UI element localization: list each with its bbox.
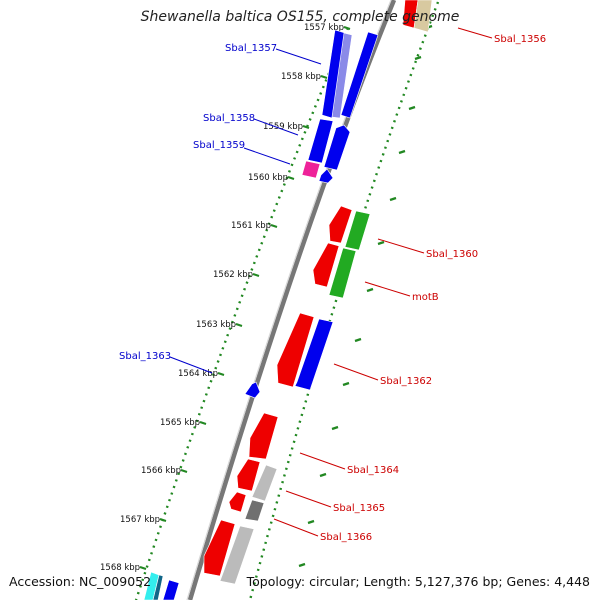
- outer-tick-10: [319, 472, 327, 478]
- leader-line-sbal_1366: [273, 518, 319, 537]
- gene-label-sbal_1365: Sbal_1365: [333, 503, 385, 514]
- gene-sbal-1365-red: [228, 491, 247, 513]
- inner-tick-4: [270, 224, 278, 228]
- gene-sbal-1358: [307, 118, 334, 164]
- gene-label-sbal_1358: Sbal_1358: [203, 113, 255, 124]
- inner-tick-2: [302, 125, 310, 129]
- gene-label-sbal_1366: Sbal_1366: [320, 532, 372, 543]
- scale-tick-label-7: 1563 kbp: [196, 320, 236, 330]
- scale-tick-label-3: 1559 kbp: [263, 122, 303, 132]
- gene-sbal-1366-a: [203, 519, 236, 577]
- map-title: Shewanella baltica OS155, complete genom…: [140, 9, 460, 25]
- gene-motB-a: [344, 210, 371, 251]
- gene-sbal-1357-b: [331, 32, 353, 119]
- gene-sbal-1357-a: [321, 29, 346, 119]
- inner-tick-0: [343, 26, 351, 30]
- leader-line-sbal_1357: [275, 48, 322, 65]
- scale-tick-label-1: 1557 kbp: [304, 23, 344, 33]
- outer-tick-1: [414, 55, 422, 61]
- gene-sbal-1356-tan: [413, 0, 433, 33]
- leader-line-sbal_1363: [169, 356, 213, 374]
- gene-sbal-1364-a: [248, 412, 279, 460]
- leader-line-sbal_1358: [253, 118, 299, 136]
- leader-line-sbal_1362: [333, 363, 379, 381]
- gene-bottom-blue: [162, 579, 180, 600]
- inner-tick-1: [320, 75, 328, 79]
- leader-line-sbal_1359: [243, 147, 291, 165]
- scale-tick-label-2: 1558 kbp: [281, 72, 321, 82]
- gene-label-sbal_1357: Sbal_1357: [225, 43, 277, 54]
- gene-sbal-1358-pair: [323, 124, 351, 171]
- scale-tick-label-12: 1568 kbp: [100, 563, 140, 573]
- gene-cyan: [143, 571, 160, 600]
- topology-label: Topology: circular; Length: 5,127,376 bp…: [246, 574, 590, 589]
- gene-sbal-1357-c: [340, 31, 379, 119]
- outer-tick-7: [354, 337, 362, 343]
- inner-tick-11: [139, 566, 147, 570]
- leader-line-motb: [364, 281, 411, 297]
- gene-sbal-1359: [301, 160, 321, 179]
- accession-label: Accession: NC_009052: [9, 574, 152, 589]
- scale-tick-label-10: 1566 kbp: [141, 466, 181, 476]
- inner-tick-8: [199, 421, 207, 425]
- inner-tick-7: [217, 372, 225, 376]
- scale-tick-label-4: 1560 kbp: [248, 173, 288, 183]
- gene-label-sbal_1362: Sbal_1362: [380, 376, 432, 387]
- leader-line-sbal_1365: [285, 490, 332, 508]
- scale-tick-label-6: 1562 kbp: [213, 270, 253, 280]
- gene-sbal-1362-b: [294, 318, 334, 391]
- outer-tick-12: [298, 562, 306, 568]
- inner-tick-9: [180, 469, 188, 473]
- outer-tick-4: [389, 196, 397, 202]
- gene-label-sbal_1364: Sbal_1364: [347, 465, 399, 476]
- gene-label-sbal_1360: Sbal_1360: [426, 249, 478, 260]
- gene-label-sbal_1359: Sbal_1359: [193, 140, 245, 151]
- inner-tick-3: [287, 176, 295, 180]
- scale-tick-label-8: 1564 kbp: [178, 369, 218, 379]
- gene-sbal-1360-b: [312, 242, 340, 288]
- gene-label-motb: motB: [412, 292, 439, 303]
- scale-tick-label-11: 1567 kbp: [120, 515, 160, 525]
- outer-tick-5: [377, 240, 385, 246]
- inner-tick-6: [235, 323, 243, 327]
- gene-sbal-1365-dark: [244, 499, 265, 522]
- gene-sbal-1360-a: [328, 205, 353, 244]
- outer-tick-3: [398, 149, 406, 155]
- scale-tick-label-5: 1561 kbp: [231, 221, 271, 231]
- gene-sbal-1363: [244, 381, 261, 399]
- gene-motB-b: [328, 247, 357, 299]
- outer-scale-ruler: [248, 1, 440, 600]
- gene-small-blue: [318, 168, 334, 184]
- gene-cyan-dark: [152, 574, 164, 600]
- outer-tick-9: [331, 425, 339, 431]
- outer-tick-6: [366, 287, 374, 293]
- outer-tick-2: [408, 105, 416, 111]
- leader-line-sbal_1360: [377, 238, 425, 254]
- inner-tick-10: [159, 518, 167, 522]
- inner-tick-5: [252, 273, 260, 277]
- gene-sbal-1364-b: [236, 458, 261, 492]
- gene-label-sbal_1363: Sbal_1363: [119, 351, 171, 362]
- outer-tick-11: [307, 519, 315, 525]
- gene-sbal-1366-b: [219, 525, 255, 585]
- outer-tick-8: [342, 381, 350, 387]
- scale-tick-label-9: 1565 kbp: [160, 418, 200, 428]
- gene-sbal-1365-gray: [251, 464, 278, 502]
- gene-sbal-1362-a: [276, 312, 315, 388]
- leader-line-sbal_1356: [457, 27, 493, 39]
- gene-label-sbal_1356: Sbal_1356: [494, 34, 546, 45]
- leader-line-sbal_1364: [299, 452, 346, 470]
